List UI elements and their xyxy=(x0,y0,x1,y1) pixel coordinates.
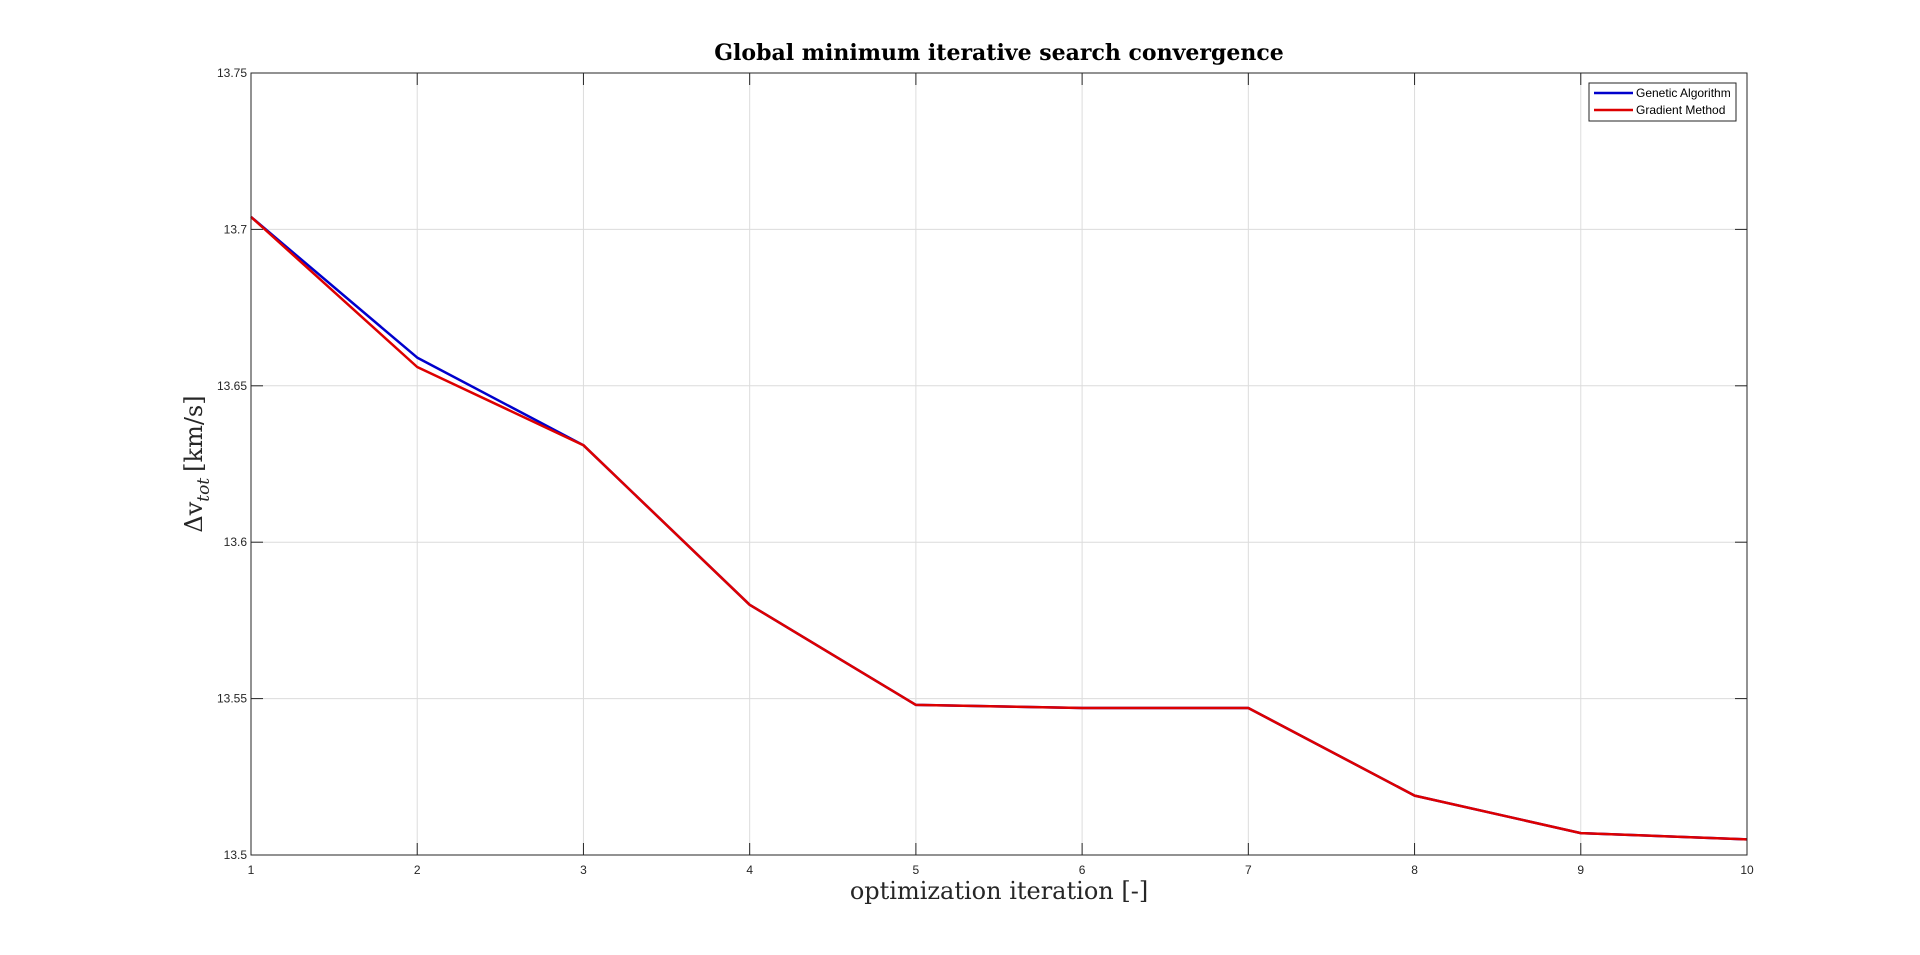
y-tick-label: 13.7 xyxy=(224,222,248,236)
legend-entry-gradient-method: Gradient Method xyxy=(1636,103,1725,117)
x-tick-label: 7 xyxy=(1245,863,1252,877)
series-line-gradient-method xyxy=(250,215,1748,841)
x-tick-label: 4 xyxy=(746,863,753,877)
legend-entry-genetic-algorithm: Genetic Algorithm xyxy=(1636,86,1731,100)
chart-title: Global minimum iterative search converge… xyxy=(714,40,1283,66)
y-axis-label-unit: [km/s] xyxy=(180,395,208,471)
legend-box xyxy=(1588,82,1737,122)
y-tick-label: 13.75 xyxy=(217,66,247,80)
y-tick-label: 13.6 xyxy=(224,535,248,549)
y-tick-label: 13.65 xyxy=(217,379,247,393)
plot-area xyxy=(251,73,1747,855)
plot-frame xyxy=(250,72,1748,856)
x-tick-label: 3 xyxy=(580,863,587,877)
x-tick-label: 10 xyxy=(1740,863,1754,877)
x-tick-labels: 1 2 3 4 5 6 7 8 9 10 xyxy=(248,863,1754,877)
x-tick-label: 9 xyxy=(1577,863,1584,877)
x-tick-label: 8 xyxy=(1411,863,1418,877)
y-axis-label: Δvtot [km/s] xyxy=(180,395,214,532)
y-axis-label-main: Δv xyxy=(180,501,208,532)
y-tick-label: 13.55 xyxy=(217,692,247,706)
y-tick-labels: 13.5 13.55 13.6 13.65 13.7 13.75 xyxy=(217,66,247,862)
x-tick-label: 6 xyxy=(1079,863,1086,877)
y-axis-label-subscript: tot xyxy=(194,478,214,502)
legend: Genetic Algorithm Gradient Method xyxy=(1588,82,1737,122)
x-tick-label: 2 xyxy=(414,863,421,877)
y-tick-label: 13.5 xyxy=(224,848,248,862)
x-axis-label: optimization iteration [-] xyxy=(850,877,1148,905)
series-lines xyxy=(250,215,1748,841)
x-tick-label: 5 xyxy=(913,863,920,877)
x-tick-label: 1 xyxy=(248,863,255,877)
